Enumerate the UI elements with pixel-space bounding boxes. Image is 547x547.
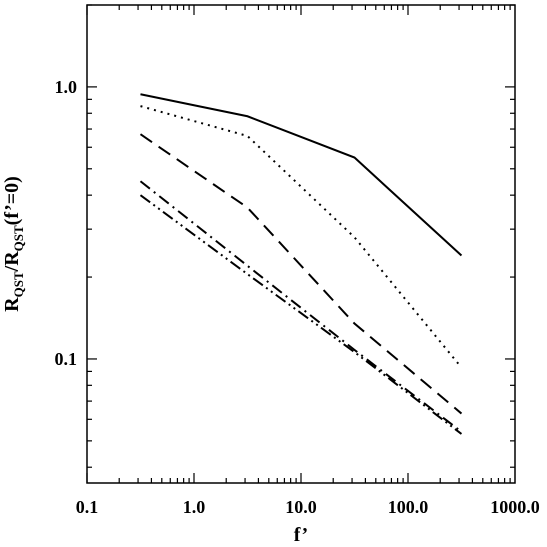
y-axis-title-main: R	[1, 297, 23, 312]
series-line-solid	[140, 93, 463, 257]
y-axis-title-sub: QST	[11, 271, 26, 297]
plot-frame	[86, 4, 516, 484]
x-tick-label: 10.0	[285, 497, 317, 517]
series-group	[139, 93, 463, 435]
x-tick-label: 0.1	[76, 497, 99, 517]
series-line-dash-dot	[139, 180, 463, 433]
x-axis-title: f’	[294, 524, 308, 546]
series-line-dash-dot-dot	[139, 194, 463, 435]
x-tick-label: 1000.0	[490, 497, 540, 517]
y-tick-label: 1.0	[55, 77, 78, 97]
y-axis-title-tail: (f’=0)	[1, 176, 23, 225]
series-line-dashed	[139, 133, 463, 415]
series-line-dotted	[140, 105, 463, 369]
y-axis-title-sep: /R	[1, 251, 23, 273]
y-tick-label: 0.1	[55, 349, 78, 369]
x-tick-labels: 0.1 1.0 10.0 100.0 1000.0	[76, 497, 540, 517]
y-axis-title-sub2: QST	[11, 225, 26, 251]
y-axis-title: RQST/RQST(f’=0)	[1, 176, 26, 312]
x-tick-label: 100.0	[388, 497, 429, 517]
y-tick-labels: 0.1 1.0	[55, 77, 78, 369]
x-tick-label: 1.0	[183, 497, 206, 517]
axis-ticks	[86, 4, 515, 483]
